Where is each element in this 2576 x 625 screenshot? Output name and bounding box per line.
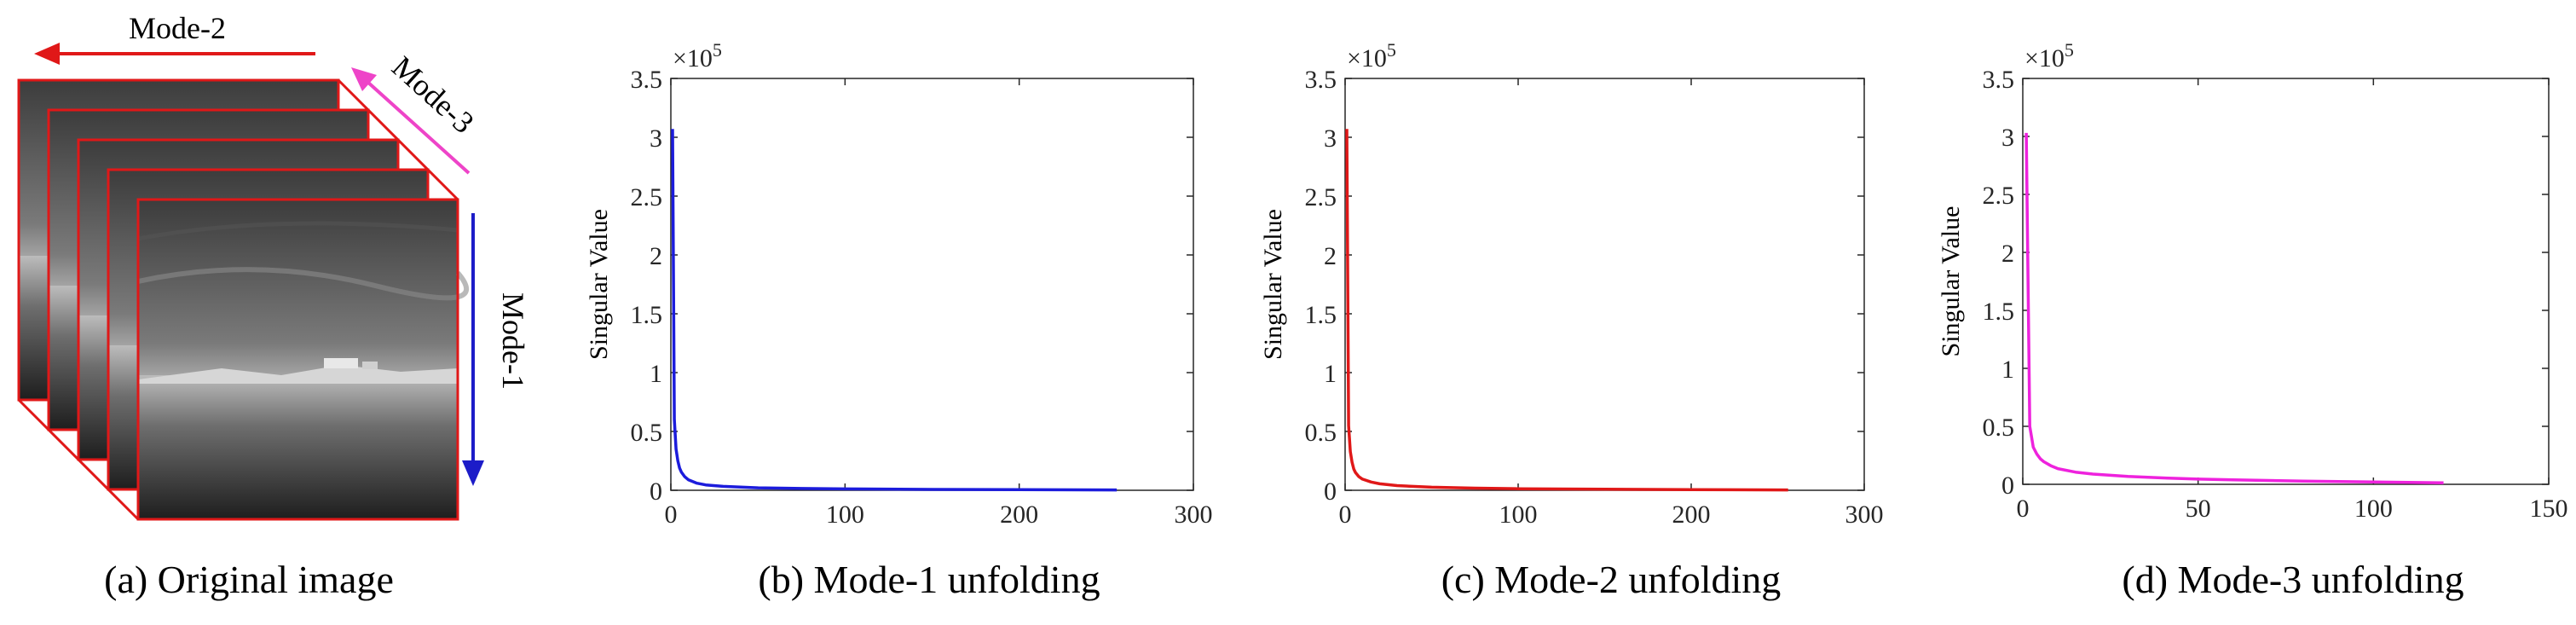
mode-3-chart: 0 0.5 1 1.5 2 2.5 3 3.5 0 50 100 150 ×105 Singular Va… [1937, 39, 2568, 523]
image-frame-front [136, 198, 470, 521]
y-tick-label: 2.5 [1305, 183, 1337, 211]
y-scale-factor: ×105 [673, 39, 722, 72]
mode-1-chart: 0 0.5 1 1.5 2 2.5 3 3.5 0 100 200 300 ×105 Singular V… [585, 39, 1213, 529]
plot-area [670, 78, 1194, 491]
y-tick-label: 1 [1324, 360, 1337, 388]
y-tick-label: 0.5 [1983, 414, 2015, 442]
x-tick-label: 300 [1175, 501, 1213, 529]
mode-1-singular-value-line [671, 129, 1118, 492]
mode-2-arrow [34, 43, 315, 65]
y-axis-label: Singular Value [1259, 209, 1287, 360]
y-axis-label: Singular Value [585, 209, 613, 360]
y-tick-label: 2 [2001, 240, 2014, 268]
y-tick-label: 0 [650, 477, 662, 506]
y-axis-label: Singular Value [1937, 206, 1965, 357]
x-tick-label: 150 [2530, 495, 2568, 523]
y-tick-label: 3 [1324, 124, 1337, 153]
x-tick-label: 0 [1339, 501, 1352, 529]
x-tick-label: 200 [1672, 501, 1711, 529]
mode-2-chart: 0 0.5 1 1.5 2 2.5 3 3.5 0 100 200 300 ×105 Singular V… [1259, 39, 1884, 529]
y-tick-label: 0.5 [631, 419, 663, 447]
y-tick-label: 1.5 [1305, 301, 1337, 329]
y-tick-label: 3 [2001, 124, 2014, 152]
mode-2-singular-value-line [1345, 129, 1788, 492]
mode-3-arrow [351, 67, 471, 175]
y-tick-label: 3.5 [631, 66, 663, 94]
plot-area [1344, 78, 1865, 491]
y-tick-label: 2.5 [631, 183, 663, 211]
y-tick-label: 3.5 [1983, 66, 2015, 94]
x-tick-label: 100 [826, 501, 864, 529]
caption-a: (a) Original image [104, 558, 394, 601]
caption-d: (d) Mode-3 unfolding [2122, 558, 2463, 601]
y-tick-label: 1 [2001, 356, 2014, 384]
y-tick-label: 0 [2001, 472, 2014, 500]
x-tick-label: 100 [2354, 495, 2393, 523]
x-tick-label: 200 [1000, 501, 1038, 529]
x-tick-label: 300 [1845, 501, 1884, 529]
y-tick-label: 1.5 [631, 301, 663, 329]
caption-b: (b) Mode-1 unfolding [758, 558, 1100, 601]
y-tick-label: 2 [650, 242, 662, 270]
mode-2-label: Mode-2 [129, 11, 226, 45]
plot-area [2022, 78, 2550, 485]
mode-3-label: Mode-3 [385, 49, 480, 140]
y-scale-factor: ×105 [2024, 39, 2074, 72]
y-scale-factor: ×105 [1347, 39, 1396, 72]
y-tick-label: 1.5 [1983, 298, 2015, 326]
x-tick-label: 100 [1499, 501, 1538, 529]
y-tick-label: 2 [1324, 242, 1337, 270]
mode-1-arrow [462, 213, 484, 486]
x-tick-label: 0 [2017, 495, 2030, 523]
x-tick-label: 50 [2186, 495, 2211, 523]
mode-1-label: Mode-1 [496, 292, 530, 390]
y-tick-label: 0.5 [1305, 419, 1337, 447]
image-stack [17, 78, 470, 521]
original-image-panel: Mode-2 Mode-3 Mode-1 (a) Original image [17, 11, 530, 601]
caption-c: (c) Mode-2 unfolding [1441, 558, 1782, 601]
mode-3-singular-value-line [2024, 132, 2444, 484]
cube-edges [17, 78, 459, 521]
x-tick-label: 0 [665, 501, 678, 529]
y-tick-label: 3.5 [1305, 66, 1337, 94]
y-tick-label: 2.5 [1983, 182, 2015, 210]
y-tick-label: 3 [650, 124, 662, 153]
y-tick-label: 1 [650, 360, 662, 388]
y-tick-label: 0 [1324, 477, 1337, 506]
